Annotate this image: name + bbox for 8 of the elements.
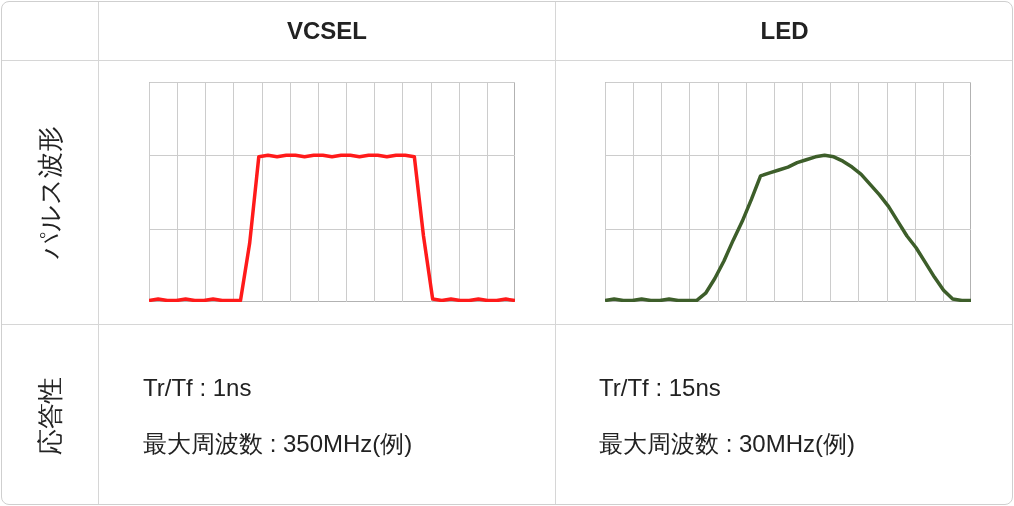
text: 応答性 xyxy=(33,376,66,455)
text: 最大周波数 : 350MHz(例) xyxy=(143,429,413,459)
text: Tr/Tf : 15ns xyxy=(599,374,721,402)
chart-title: VCSEL xyxy=(286,16,368,46)
y-axis-title: パルス波形 xyxy=(33,125,66,259)
text: 最大周波数 : 30MHz(例) xyxy=(599,429,856,459)
text: Tr/Tf : 1ns xyxy=(143,374,252,402)
chart-title: LED xyxy=(759,16,810,46)
